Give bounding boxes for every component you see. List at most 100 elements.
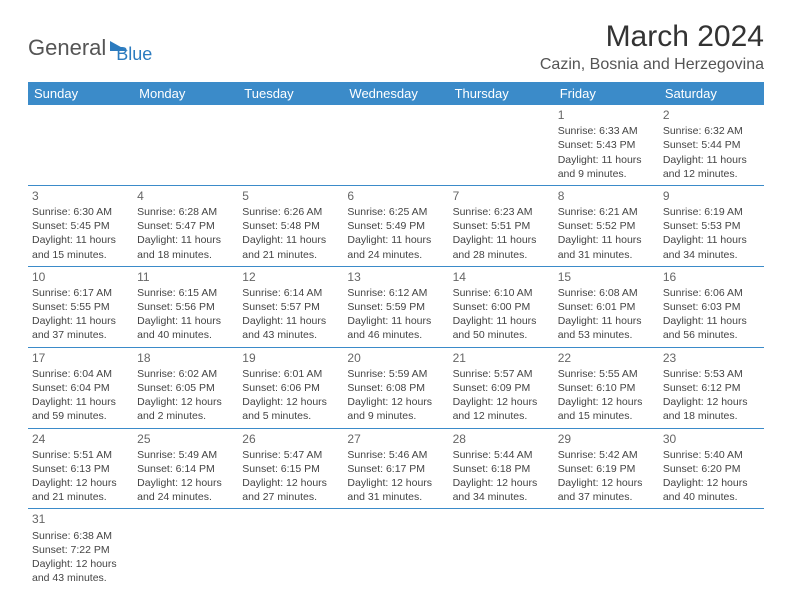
sunrise-line: Sunrise: 5:44 AM [453,448,550,462]
day-number: 17 [32,350,129,366]
logo-text-blue: Blue [116,30,152,65]
day-number: 10 [32,269,129,285]
sunset-line: Sunset: 6:15 PM [242,462,339,476]
day-cell: 31Sunrise: 6:38 AMSunset: 7:22 PMDayligh… [28,509,133,589]
day-number: 16 [663,269,760,285]
daylight-line-2: and 2 minutes. [137,409,234,423]
day-cell: 2Sunrise: 6:32 AMSunset: 5:44 PMDaylight… [659,105,764,185]
daylight-line-2: and 43 minutes. [32,571,129,585]
sunrise-line: Sunrise: 5:46 AM [347,448,444,462]
sunrise-line: Sunrise: 5:55 AM [558,367,655,381]
daylight-line: Daylight: 12 hours [242,476,339,490]
daylight-line-2: and 37 minutes. [558,490,655,504]
day-number: 7 [453,188,550,204]
sunrise-line: Sunrise: 6:17 AM [32,286,129,300]
sunrise-line: Sunrise: 6:26 AM [242,205,339,219]
day-cell: 3Sunrise: 6:30 AMSunset: 5:45 PMDaylight… [28,185,133,266]
daylight-line-2: and 34 minutes. [663,248,760,262]
table-row: 17Sunrise: 6:04 AMSunset: 6:04 PM Dayligh… [28,347,764,428]
daylight-line-2: and 18 minutes. [137,248,234,262]
daylight-line: Daylight: 12 hours [558,395,655,409]
sunrise-line: Sunrise: 5:40 AM [663,448,760,462]
day-cell: 8Sunrise: 6:21 AMSunset: 5:52 PMDaylight… [554,185,659,266]
sunrise-line: Sunrise: 5:57 AM [453,367,550,381]
sunset-line: Sunset: 5:43 PM [558,138,655,152]
day-number: 1 [558,107,655,123]
sunrise-line: Sunrise: 6:01 AM [242,367,339,381]
day-number: 26 [242,431,339,447]
daylight-line: Daylight: 11 hours [32,314,129,328]
sunset-line: Sunset: 6:04 PM [32,381,129,395]
sunset-line: Sunset: 6:01 PM [558,300,655,314]
col-header-monday: Monday [133,82,238,105]
day-cell: 14Sunrise: 6:10 AMSunset: 6:00 PMDayligh… [449,266,554,347]
sunset-line: Sunset: 5:49 PM [347,219,444,233]
day-number: 11 [137,269,234,285]
day-number: 19 [242,350,339,366]
daylight-line-2: and 15 minutes. [558,409,655,423]
empty-cell [554,509,659,589]
daylight-line-2: and 12 minutes. [453,409,550,423]
empty-cell [133,105,238,185]
day-cell: 26Sunrise: 5:47 AMSunset: 6:15 PMDayligh… [238,428,343,509]
sunrise-line: Sunrise: 6:06 AM [663,286,760,300]
daylight-line: Daylight: 12 hours [32,557,129,571]
daylight-line-2: and 31 minutes. [558,248,655,262]
daylight-line: Daylight: 11 hours [453,233,550,247]
table-row: 3Sunrise: 6:30 AMSunset: 5:45 PMDaylight… [28,185,764,266]
sunrise-line: Sunrise: 5:51 AM [32,448,129,462]
day-cell: 17Sunrise: 6:04 AMSunset: 6:04 PMDayligh… [28,347,133,428]
daylight-line: Daylight: 12 hours [137,395,234,409]
daylight-line-2: and 21 minutes. [32,490,129,504]
daylight-line-2: and 46 minutes. [347,328,444,342]
sunrise-line: Sunrise: 6:04 AM [32,367,129,381]
day-number: 27 [347,431,444,447]
day-number: 14 [453,269,550,285]
sunrise-line: Sunrise: 6:32 AM [663,124,760,138]
day-cell: 23Sunrise: 5:53 AMSunset: 6:12 PMDayligh… [659,347,764,428]
sunset-line: Sunset: 5:47 PM [137,219,234,233]
col-header-thursday: Thursday [449,82,554,105]
sunset-line: Sunset: 5:57 PM [242,300,339,314]
daylight-line: Daylight: 12 hours [32,476,129,490]
daylight-line: Daylight: 11 hours [558,233,655,247]
day-number: 20 [347,350,444,366]
daylight-line-2: and 56 minutes. [663,328,760,342]
sunset-line: Sunset: 6:20 PM [663,462,760,476]
table-row: 10Sunrise: 6:17 AMSunset: 5:55 PMDayligh… [28,266,764,347]
daylight-line-2: and 40 minutes. [663,490,760,504]
daylight-line-2: and 34 minutes. [453,490,550,504]
sunrise-line: Sunrise: 5:49 AM [137,448,234,462]
sunrise-line: Sunrise: 6:12 AM [347,286,444,300]
sunrise-line: Sunrise: 6:23 AM [453,205,550,219]
daylight-line: Daylight: 12 hours [242,395,339,409]
daylight-line-2: and 5 minutes. [242,409,339,423]
sunrise-line: Sunrise: 6:15 AM [137,286,234,300]
sunset-line: Sunset: 5:52 PM [558,219,655,233]
day-cell: 15Sunrise: 6:08 AMSunset: 6:01 PMDayligh… [554,266,659,347]
daylight-line-2: and 24 minutes. [137,490,234,504]
day-cell: 1Sunrise: 6:33 AMSunset: 5:43 PMDaylight… [554,105,659,185]
empty-cell [343,105,448,185]
sunrise-line: Sunrise: 6:10 AM [453,286,550,300]
daylight-line: Daylight: 11 hours [137,314,234,328]
sunset-line: Sunset: 6:09 PM [453,381,550,395]
daylight-line: Daylight: 11 hours [347,233,444,247]
col-header-tuesday: Tuesday [238,82,343,105]
logo-text-general: General [28,35,106,61]
day-cell: 21Sunrise: 5:57 AMSunset: 6:09 PMDayligh… [449,347,554,428]
sunset-line: Sunset: 5:45 PM [32,219,129,233]
calendar-head: SundayMondayTuesdayWednesdayThursdayFrid… [28,82,764,105]
sunset-line: Sunset: 6:12 PM [663,381,760,395]
day-number: 24 [32,431,129,447]
sunset-line: Sunset: 5:56 PM [137,300,234,314]
day-cell: 4Sunrise: 6:28 AMSunset: 5:47 PMDaylight… [133,185,238,266]
header: General Blue March 2024 Cazin, Bosnia an… [28,20,764,74]
col-header-friday: Friday [554,82,659,105]
daylight-line: Daylight: 11 hours [137,233,234,247]
day-number: 21 [453,350,550,366]
day-number: 2 [663,107,760,123]
day-number: 29 [558,431,655,447]
day-cell: 12Sunrise: 6:14 AMSunset: 5:57 PMDayligh… [238,266,343,347]
day-cell: 9Sunrise: 6:19 AMSunset: 5:53 PMDaylight… [659,185,764,266]
